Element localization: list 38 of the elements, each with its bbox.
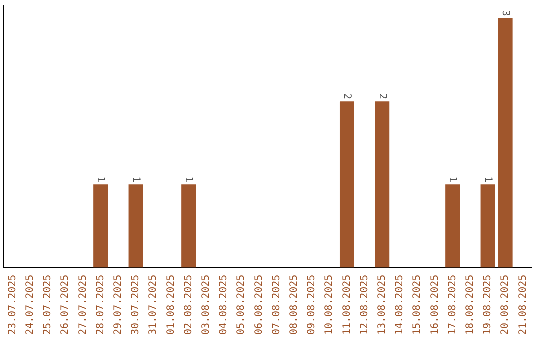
x-tick-label: 09.08.2025 (306, 274, 318, 336)
x-tick-label: 12.08.2025 (359, 274, 370, 336)
x-tick-label: 11.08.2025 (342, 274, 353, 336)
x-tick-label: 15.08.2025 (412, 274, 424, 336)
x-tick-label: 17.08.2025 (447, 274, 458, 336)
x-tick-label: 28.07.2025 (95, 274, 106, 336)
x-tick-label: 06.08.2025 (254, 274, 265, 336)
x-tick-label: 21.08.2025 (518, 274, 529, 336)
x-tick-label: 03.08.2025 (200, 274, 212, 336)
x-tick-label: 10.08.2025 (324, 274, 336, 336)
x-tick-label: 20.08.2025 (500, 274, 512, 336)
x-tick-label: 19.08.2025 (482, 274, 494, 336)
x-tick-label: 04.08.2025 (218, 274, 230, 336)
x-tick-label: 14.08.2025 (394, 274, 406, 336)
x-tick-label: 26.07.2025 (60, 274, 72, 336)
x-tick-label: 31.07.2025 (148, 274, 160, 336)
x-tick-label: 13.08.2025 (376, 274, 388, 336)
x-tick-label: 08.08.2025 (288, 274, 300, 336)
x-tick-label: 30.07.2025 (130, 274, 142, 336)
x-tick-label: 02.08.2025 (183, 274, 194, 336)
data-label: 3 (500, 10, 512, 16)
data-label: 2 (342, 94, 353, 100)
x-tick-label: 25.07.2025 (42, 274, 54, 336)
x-tick-label: 29.07.2025 (112, 274, 124, 336)
x-tick-label: 07.08.2025 (271, 274, 282, 336)
data-label: 1 (95, 176, 106, 183)
x-tick-label: 16.08.2025 (430, 274, 441, 336)
x-tick-label: 05.08.2025 (236, 274, 248, 336)
data-label: 2 (376, 94, 388, 100)
x-tick-label: 18.08.2025 (464, 274, 476, 336)
x-tick-label: 24.07.2025 (24, 274, 36, 336)
data-label: 1 (447, 176, 458, 183)
data-label: 1 (130, 176, 142, 183)
x-tick-label: 01.08.2025 (166, 274, 177, 336)
data-label: 1 (183, 176, 194, 183)
data-label: 1 (482, 176, 494, 183)
x-tick-label: 27.07.2025 (78, 274, 89, 336)
x-tick-label: 23.07.2025 (7, 274, 18, 336)
